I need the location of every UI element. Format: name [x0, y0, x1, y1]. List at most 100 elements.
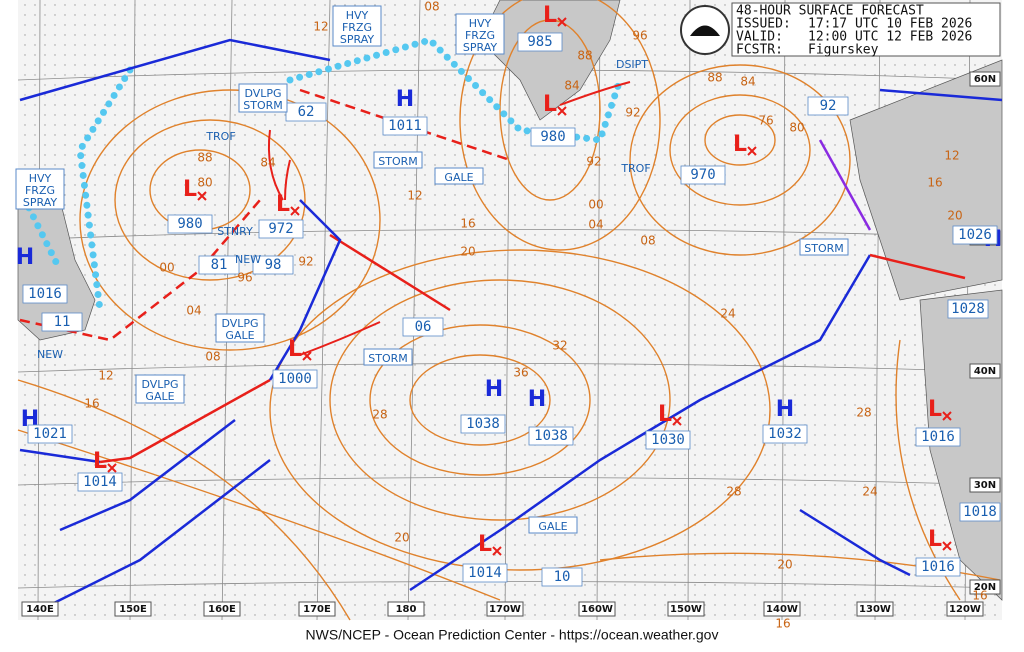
isobars [17, 0, 1001, 621]
isobar-label: 00 [159, 261, 174, 275]
pressure-value: 1021 [33, 426, 67, 442]
low-symbol: L [543, 92, 557, 117]
warning-text: SPRAY [23, 196, 57, 209]
forecaster: Figurskey [808, 43, 879, 58]
pressure-value: 1028 [951, 301, 985, 317]
pressure-value: 1014 [83, 474, 117, 490]
pressure-box [382, 116, 428, 136]
isobar-label: 92 [586, 155, 601, 169]
isobar-label: 16 [927, 176, 942, 190]
isobar-label: 84 [564, 79, 579, 93]
isobar-label: 24 [862, 485, 877, 499]
latitude-label: 30N [974, 480, 996, 491]
feature-note: DSIPT [616, 58, 648, 71]
track-arrows [267, 81, 631, 356]
low-symbol: L [93, 449, 107, 474]
isobar-label: 08 [640, 234, 655, 248]
warning-text: DVLPG [221, 317, 258, 330]
warning-text: HVY [346, 9, 369, 22]
longitude-box [486, 601, 524, 617]
high-symbol: H [485, 377, 503, 402]
map-labels: 140E 150E 160E 170E 180 170W 160W 150W 140W 130W 1… [15, 0, 1002, 631]
isobar-label: 12 [407, 189, 422, 203]
warning-box [434, 167, 484, 185]
pressure-box [541, 567, 583, 587]
issued-label: ISSUED: [736, 17, 791, 32]
longitude-label: 160W [581, 604, 613, 615]
isobar-label: 12 [313, 20, 328, 34]
pressure-box [915, 557, 961, 577]
pressure-value: 1000 [278, 371, 312, 387]
longitude-box [667, 601, 705, 617]
pressure-value: 98 [265, 257, 282, 273]
warning-text: FRZG [465, 29, 495, 42]
low-center [557, 106, 567, 116]
latitude-box [969, 579, 1001, 595]
low-center [942, 541, 952, 551]
low-symbol: L [288, 337, 302, 362]
longitude-label: 140E [26, 604, 54, 615]
pressure-box [22, 284, 68, 304]
forecaster-label: FCSTR: [736, 43, 783, 58]
header-title: 48-HOUR SURFACE FORECAST [736, 4, 924, 19]
pressure-value: 06 [415, 319, 432, 335]
footer: NWS/NCEP - Ocean Prediction Center - htt… [306, 627, 719, 643]
pressure-box [959, 502, 1001, 522]
warning-text: STORM [804, 242, 844, 255]
warning-box [238, 83, 288, 113]
warning-box [332, 5, 382, 47]
isobar-label: 96 [632, 29, 647, 43]
longitude-box [763, 601, 801, 617]
pressure-value: 1026 [958, 227, 992, 243]
low-center [672, 416, 682, 426]
valid: 12:00 UTC 12 FEB 2026 [808, 30, 972, 45]
isobar-label: 20 [460, 245, 475, 259]
high-symbol: H [396, 87, 414, 112]
isobar-label: 12 [98, 369, 113, 383]
low-symbol: L [276, 192, 290, 217]
latitude-label: 20N [974, 582, 996, 593]
pressure-box [460, 414, 506, 434]
low-symbol: L [478, 532, 492, 557]
isobar-label: 88 [707, 71, 722, 85]
isobar-label: 20 [777, 558, 792, 572]
pressure-box [528, 426, 574, 446]
low-symbol: L [658, 402, 672, 427]
isobar-label: 24 [720, 307, 735, 321]
isobar-label: 20 [394, 531, 409, 545]
isobar-label: 92 [625, 106, 640, 120]
pressure-value: 62 [298, 104, 315, 120]
pressure-box [402, 317, 444, 337]
pressure-box [198, 255, 240, 275]
warning-box [15, 168, 65, 210]
feature-note: TROF [620, 162, 650, 175]
pressure-box [762, 424, 808, 444]
longitude-box [387, 601, 425, 617]
warning-text: FRZG [25, 184, 55, 197]
low-symbol: L [733, 132, 747, 157]
pressure-box [947, 299, 989, 319]
isobar-label: 92 [298, 255, 313, 269]
isobar-label: 12 [944, 149, 959, 163]
pressure-value: 1016 [921, 559, 955, 575]
warning-text: GALE [538, 520, 567, 533]
pressure-value: 92 [820, 98, 837, 114]
warning-text: HVY [469, 17, 492, 30]
isobar-label: 28 [856, 406, 871, 420]
warning-box [373, 151, 423, 169]
pressure-value: 980 [177, 216, 202, 232]
pressure-box [952, 225, 998, 245]
warning-text: STORM [368, 352, 408, 365]
isobar-label: 88 [197, 151, 212, 165]
low-center [107, 463, 117, 473]
low-center [492, 546, 502, 556]
high-symbol: H [16, 245, 34, 270]
pressure-box [258, 219, 304, 239]
latitude-label: 40N [974, 366, 996, 377]
isobar-label: 08 [424, 0, 439, 14]
longitude-box [856, 601, 894, 617]
low-center [747, 146, 757, 156]
pressure-box [530, 127, 576, 147]
pressure-box [27, 424, 73, 444]
